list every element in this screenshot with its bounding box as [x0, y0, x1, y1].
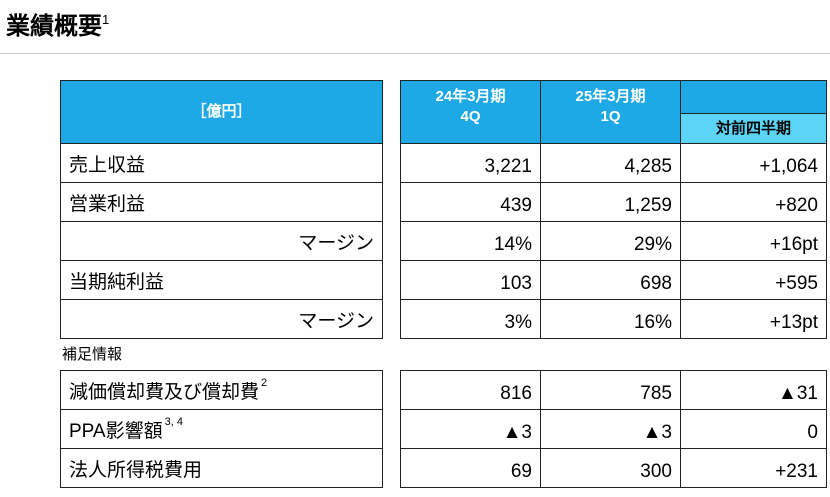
- row-label: PPA影響額 3, 4: [60, 409, 383, 449]
- value-cell: 29%: [540, 221, 681, 261]
- value-cell: 3,221: [400, 143, 541, 183]
- label-text: 法人所得税費用: [69, 460, 203, 481]
- value-cell: 698: [540, 260, 681, 300]
- value-cell: 16%: [540, 299, 681, 339]
- row-label: 当期純利益: [60, 260, 383, 300]
- footnote-ref: 1: [102, 12, 110, 27]
- row-label: マージン: [60, 221, 383, 261]
- value-cell: +231: [680, 448, 827, 488]
- value-cell: +13pt: [680, 299, 827, 339]
- label-text: 営業利益: [69, 194, 146, 215]
- column-header: 24年3月期 4Q: [400, 80, 541, 144]
- row-label: 売上収益: [60, 143, 383, 183]
- value-cell: 1,259: [540, 182, 681, 222]
- value-cell: ▲3: [400, 409, 541, 449]
- value-cell: +595: [680, 260, 827, 300]
- section-note: 補足情報: [62, 346, 123, 363]
- label-text: PPA影響額: [69, 421, 163, 442]
- row-label: 法人所得税費用: [60, 448, 383, 488]
- label-text: マージン: [298, 311, 374, 332]
- unit-header: ［億円］: [60, 80, 383, 144]
- footnote-ref: 2: [261, 377, 268, 389]
- value-cell: 14%: [400, 221, 541, 261]
- label-text: 売上収益: [69, 155, 146, 176]
- value-cell: 300: [540, 448, 681, 488]
- column-period: 25年3月期: [575, 88, 646, 105]
- value-cell: ▲31: [680, 370, 827, 410]
- column-quarter: 1Q: [600, 108, 621, 125]
- footnote-ref: 3, 4: [164, 416, 183, 428]
- value-cell: 69: [400, 448, 541, 488]
- unit-label: ［億円］: [191, 103, 252, 120]
- change-header: 対前四半期: [680, 113, 827, 144]
- row-label: 減価償却費及び償却費 2: [60, 370, 383, 410]
- column-quarter: 4Q: [460, 108, 481, 125]
- page-title: 業績概要1: [6, 6, 109, 41]
- value-cell: 0: [680, 409, 827, 449]
- value-cell: 785: [540, 370, 681, 410]
- label-text: 減価償却費及び償却費: [69, 382, 260, 403]
- value-cell: +16pt: [680, 221, 827, 261]
- title-text: 業績概要: [6, 13, 102, 40]
- value-cell: 103: [400, 260, 541, 300]
- column-period: 24年3月期: [435, 88, 506, 105]
- value-cell: 439: [400, 182, 541, 222]
- value-cell: 816: [400, 370, 541, 410]
- value-cell: +1,064: [680, 143, 827, 183]
- label-text: 当期純利益: [69, 272, 165, 293]
- value-cell: ▲3: [540, 409, 681, 449]
- row-label: マージン: [60, 299, 383, 339]
- divider: [0, 53, 830, 54]
- value-cell: 3%: [400, 299, 541, 339]
- label-text: マージン: [298, 233, 374, 254]
- column-header: [680, 80, 827, 114]
- column-header: 25年3月期 1Q: [540, 80, 681, 144]
- row-label: 営業利益: [60, 182, 383, 222]
- value-cell: 4,285: [540, 143, 681, 183]
- value-cell: +820: [680, 182, 827, 222]
